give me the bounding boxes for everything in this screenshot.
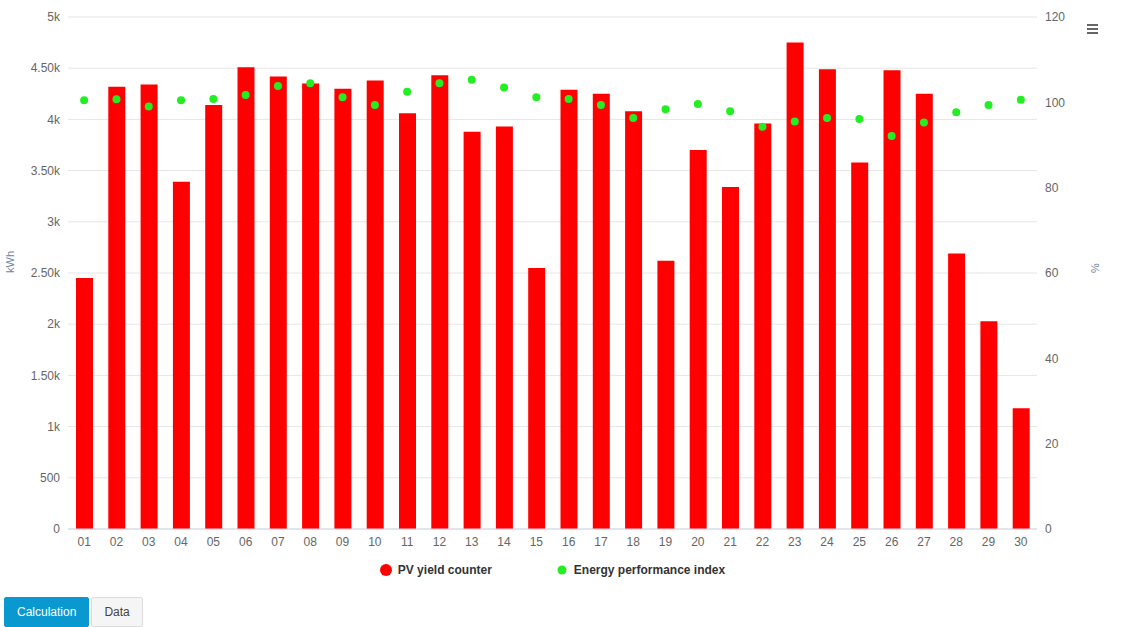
svg-text:3k: 3k	[47, 215, 61, 229]
html-text:PV yield counter: PV yield counter	[397, 563, 492, 577]
svg-text:20: 20	[1045, 437, 1059, 451]
svg-text:2k: 2k	[47, 317, 61, 331]
svg-text:0: 0	[53, 522, 60, 536]
svg-text:25: 25	[853, 535, 867, 549]
svg-text:27: 27	[917, 535, 931, 549]
svg-text:04: 04	[174, 535, 188, 549]
svg-text:07: 07	[271, 535, 285, 549]
svg-text:1.50k: 1.50k	[31, 369, 61, 383]
svg-text:20: 20	[691, 535, 705, 549]
svg-text:01: 01	[77, 535, 91, 549]
svg-text:%: %	[1089, 263, 1101, 273]
svg-text:80: 80	[1045, 181, 1059, 195]
svg-text:15: 15	[530, 535, 544, 549]
html-text:Energy performance index: Energy performance index	[573, 563, 726, 577]
html-text:Calculation: Calculation	[17, 605, 77, 619]
svg-text:10: 10	[368, 535, 382, 549]
svg-text:100: 100	[1045, 96, 1065, 110]
svg-text:13: 13	[465, 535, 479, 549]
html-text:Data: Data	[104, 605, 130, 619]
svg-text:28: 28	[950, 535, 964, 549]
svg-text:19: 19	[659, 535, 673, 549]
svg-text:30: 30	[1014, 535, 1028, 549]
svg-text:09: 09	[336, 535, 350, 549]
svg-text:4k: 4k	[47, 113, 61, 127]
svg-text:kWh: kWh	[8, 251, 16, 273]
svg-text:5k: 5k	[47, 10, 61, 24]
svg-text:11: 11	[401, 535, 414, 549]
svg-text:16: 16	[562, 535, 576, 549]
svg-text:18: 18	[627, 535, 641, 549]
svg-text:23: 23	[788, 535, 802, 549]
svg-text:14: 14	[497, 535, 511, 549]
svg-text:3.50k: 3.50k	[31, 164, 61, 178]
svg-text:40: 40	[1045, 352, 1059, 366]
svg-text:120: 120	[1045, 10, 1065, 24]
svg-text:1k: 1k	[47, 420, 61, 434]
svg-text:06: 06	[239, 535, 253, 549]
svg-text:05: 05	[207, 535, 221, 549]
svg-text:22: 22	[756, 535, 770, 549]
svg-text:21: 21	[723, 535, 737, 549]
svg-text:24: 24	[820, 535, 834, 549]
svg-text:17: 17	[594, 535, 608, 549]
svg-text:4.50k: 4.50k	[31, 61, 61, 75]
svg-text:2.50k: 2.50k	[31, 266, 61, 280]
svg-text:02: 02	[110, 535, 124, 549]
svg-text:03: 03	[142, 535, 156, 549]
svg-text:60: 60	[1045, 266, 1059, 280]
svg-text:26: 26	[885, 535, 899, 549]
svg-text:0: 0	[1045, 522, 1052, 536]
svg-text:08: 08	[304, 535, 318, 549]
svg-text:500: 500	[40, 471, 60, 485]
svg-text:12: 12	[433, 535, 447, 549]
svg-text:29: 29	[982, 535, 996, 549]
